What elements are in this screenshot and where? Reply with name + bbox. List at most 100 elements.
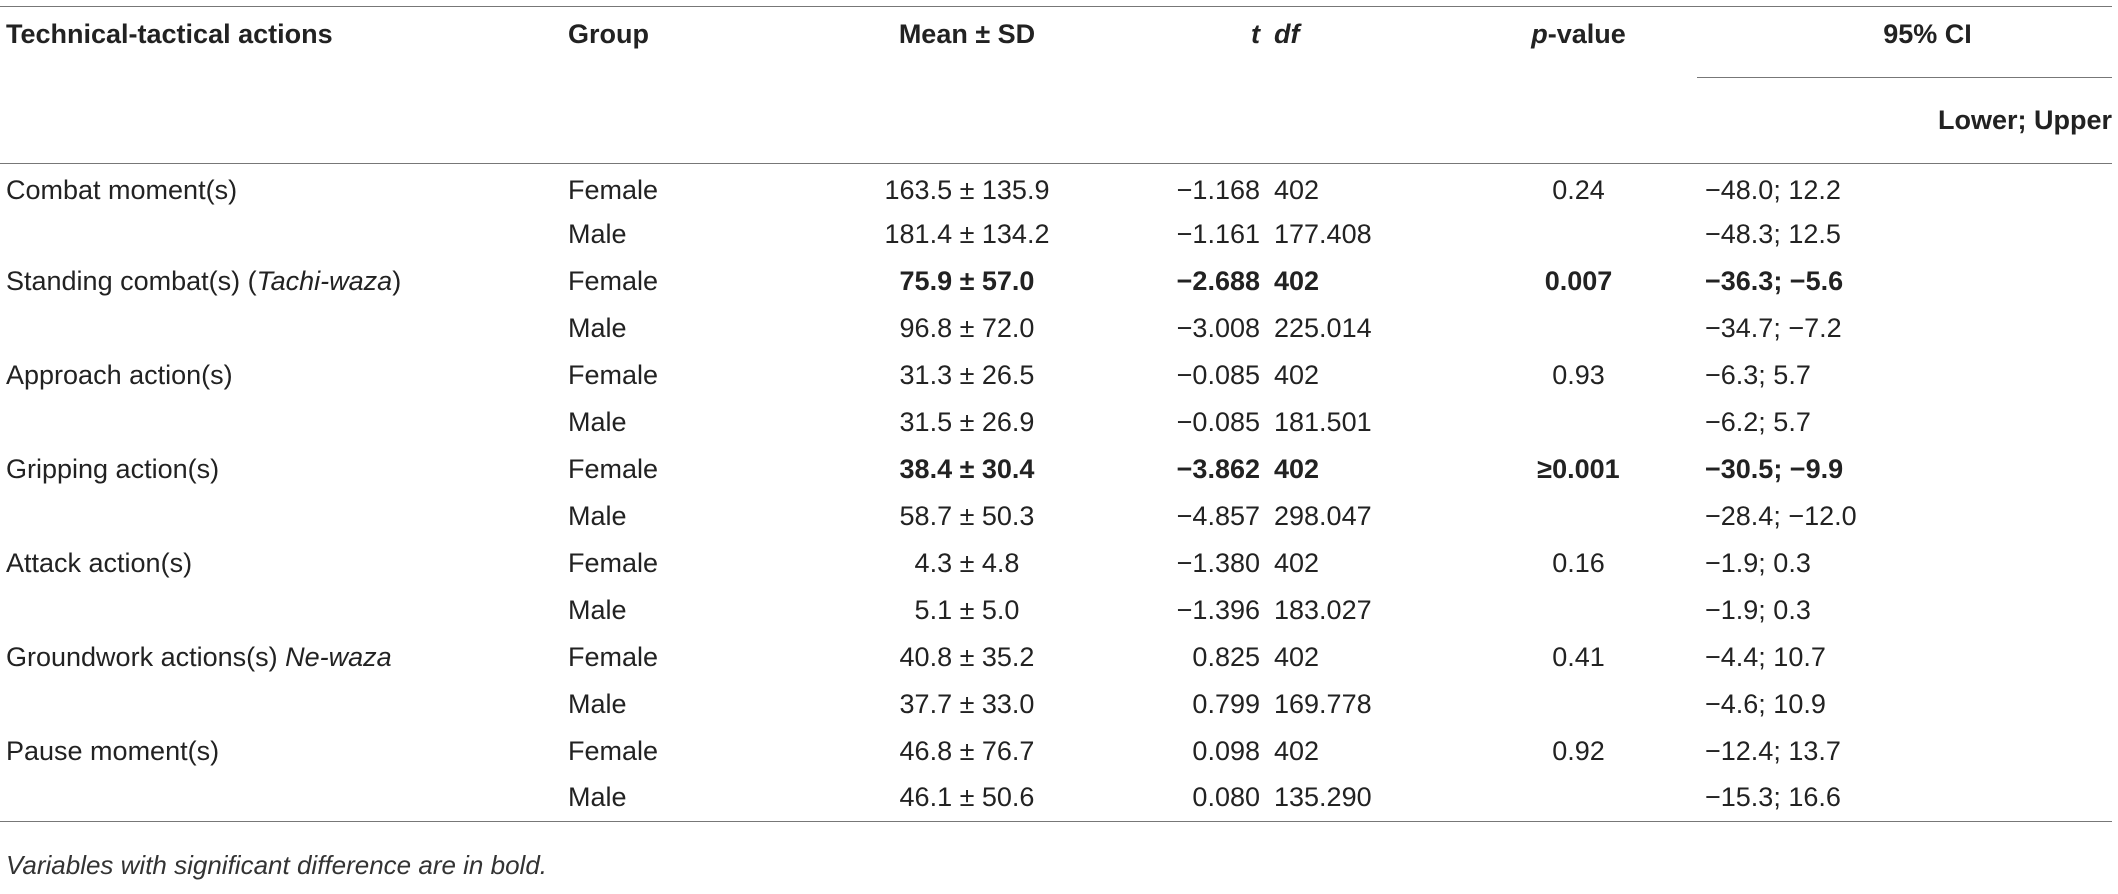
- cell-df: 402: [1274, 453, 1320, 484]
- cell-p-value: ≥0.001: [1537, 453, 1620, 484]
- cell-group: Male: [568, 406, 627, 437]
- cell-t: −1.380: [1176, 547, 1260, 578]
- cell-t: −3.008: [1176, 312, 1260, 343]
- cell-ci: −6.2; 5.7: [1705, 406, 1811, 437]
- header-t: t: [1132, 6, 1268, 78]
- cell-df: 183.027: [1274, 594, 1372, 625]
- cell-action: Attack action(s): [6, 547, 193, 578]
- cell-df: 402: [1274, 174, 1320, 205]
- cell-action: [0, 305, 562, 352]
- cell-group: Male: [562, 774, 796, 822]
- cell-ci: −28.4; −12.0: [1705, 500, 1857, 531]
- header-df: df: [1268, 6, 1454, 78]
- cell-df: 402: [1274, 547, 1320, 578]
- cell-df: 177.408: [1274, 218, 1372, 249]
- cell-group: Male: [568, 594, 627, 625]
- cell-ci: −1.9; 0.3: [1705, 547, 1811, 578]
- cell-group: Female: [568, 453, 659, 484]
- cell-p-value: [1454, 587, 1697, 634]
- cell-p-value: 0.92: [1552, 735, 1605, 766]
- header-p-suffix: -value: [1547, 19, 1626, 49]
- cell-ci: −36.3; −5.6: [1705, 265, 1844, 296]
- cell-p-value: 0.93: [1552, 359, 1605, 390]
- cell-mean-sd: 38.4 ± 30.4: [899, 453, 1035, 484]
- cell-df: 181.501: [1274, 406, 1372, 437]
- cell-p-value: 0.007: [1544, 265, 1613, 296]
- cell-t: −2.688: [1176, 265, 1260, 296]
- cell-t: −1.168: [1176, 174, 1260, 205]
- table-row: Approach action(s) Female 31.3 ± 26.5 −0.08…: [0, 352, 2112, 399]
- cell-ci: −15.3; 16.6: [1697, 774, 2112, 822]
- results-table: Technical-tactical actions Group Mean ± …: [0, 6, 2112, 822]
- cell-p-value: [1454, 681, 1697, 728]
- cell-df: 135.290: [1268, 774, 1454, 822]
- cell-action: Standing combat(s) (Tachi-waza): [6, 265, 402, 296]
- cell-t: −4.857: [1176, 500, 1260, 531]
- cell-p-value: [1454, 774, 1697, 822]
- cell-action: Combat moment(s): [6, 174, 238, 205]
- cell-t: 0.080: [1132, 774, 1268, 822]
- cell-mean-sd: 75.9 ± 57.0: [899, 265, 1035, 296]
- cell-mean-sd: 58.7 ± 50.3: [899, 500, 1035, 531]
- cell-group: Female: [568, 174, 659, 205]
- header-group: Group: [562, 6, 796, 78]
- table-row: Pause moment(s) Female 46.8 ± 76.7 0.098 402…: [0, 728, 2112, 775]
- cell-mean-sd: 96.8 ± 72.0: [899, 312, 1035, 343]
- cell-mean-sd: 37.7 ± 33.0: [899, 688, 1035, 719]
- header-actions: Technical-tactical actions: [0, 6, 562, 78]
- cell-mean-sd: 46.1 ± 50.6: [796, 774, 1132, 822]
- cell-group: Female: [568, 547, 659, 578]
- cell-action: [0, 493, 562, 540]
- cell-t: 0.799: [1192, 688, 1260, 719]
- cell-action: Approach action(s): [6, 359, 233, 390]
- header-ci: 95% CI: [1697, 6, 2112, 78]
- table-row: Groundwork actions(s) Ne-waza Female 40.8 …: [0, 634, 2112, 681]
- cell-df: 402: [1274, 641, 1320, 672]
- cell-t: 0.825: [1192, 641, 1260, 672]
- cell-ci: −34.7; −7.2: [1705, 312, 1842, 343]
- cell-mean-sd: 181.4 ± 134.2: [884, 218, 1050, 249]
- cell-t: −3.862: [1176, 453, 1260, 484]
- cell-ci: −4.6; 10.9: [1705, 688, 1826, 719]
- table-header: Technical-tactical actions Group Mean ± …: [0, 6, 2112, 164]
- cell-ci: −4.4; 10.7: [1705, 641, 1826, 672]
- table-row: Male 96.8 ± 72.0 −3.008 225.014 −34.7; −7.2: [0, 305, 2112, 352]
- cell-mean-sd: 46.8 ± 76.7: [899, 735, 1035, 766]
- cell-p-value: [1454, 211, 1697, 258]
- cell-group: Male: [568, 688, 627, 719]
- cell-action: [0, 587, 562, 634]
- cell-ci: −1.9; 0.3: [1705, 594, 1811, 625]
- cell-df: 169.778: [1274, 688, 1372, 719]
- cell-df: 225.014: [1274, 312, 1372, 343]
- cell-action: Gripping action(s): [6, 453, 220, 484]
- cell-group: Female: [568, 265, 659, 296]
- cell-mean-sd: 5.1 ± 5.0: [914, 594, 1020, 625]
- header-mean-sd: Mean ± SD: [796, 6, 1132, 78]
- cell-df: 298.047: [1274, 500, 1372, 531]
- cell-action: Pause moment(s): [6, 735, 220, 766]
- table-row: Standing combat(s) (Tachi-waza) Female 75.…: [0, 258, 2112, 305]
- header-p-value: p-value: [1454, 6, 1697, 78]
- cell-group: Female: [568, 359, 659, 390]
- header-ci-sub: Lower; Upper: [1697, 77, 2112, 164]
- table-footnote: Variables with significant difference ar…: [6, 850, 547, 880]
- cell-group: Male: [568, 312, 627, 343]
- cell-action: [0, 681, 562, 728]
- cell-mean-sd: 40.8 ± 35.2: [899, 641, 1035, 672]
- table-row: Male 31.5 ± 26.9 −0.085 181.501 −6.2; 5.7: [0, 399, 2112, 446]
- cell-group: Female: [568, 641, 659, 672]
- header-ci-label: 95% CI: [1883, 19, 1972, 49]
- table-row: Male 58.7 ± 50.3 −4.857 298.047 −28.4; −12.0: [0, 493, 2112, 540]
- cell-t: −1.396: [1176, 594, 1260, 625]
- cell-t: −0.085: [1176, 406, 1260, 437]
- cell-p-value: 0.41: [1552, 641, 1605, 672]
- cell-group: Female: [568, 735, 659, 766]
- cell-t: 0.098: [1192, 735, 1260, 766]
- cell-group: Male: [568, 218, 627, 249]
- table-row: Male 5.1 ± 5.0 −1.396 183.027 −1.9; 0.3: [0, 587, 2112, 634]
- table-row: Male 37.7 ± 33.0 0.799 169.778 −4.6; 10.9: [0, 681, 2112, 728]
- table-row: Combat moment(s) Female 163.5 ± 135.9 −1.16…: [0, 164, 2112, 211]
- table-row: Male 181.4 ± 134.2 −1.161 177.408 −48.3; 12.…: [0, 211, 2112, 258]
- cell-p-value: [1454, 305, 1697, 352]
